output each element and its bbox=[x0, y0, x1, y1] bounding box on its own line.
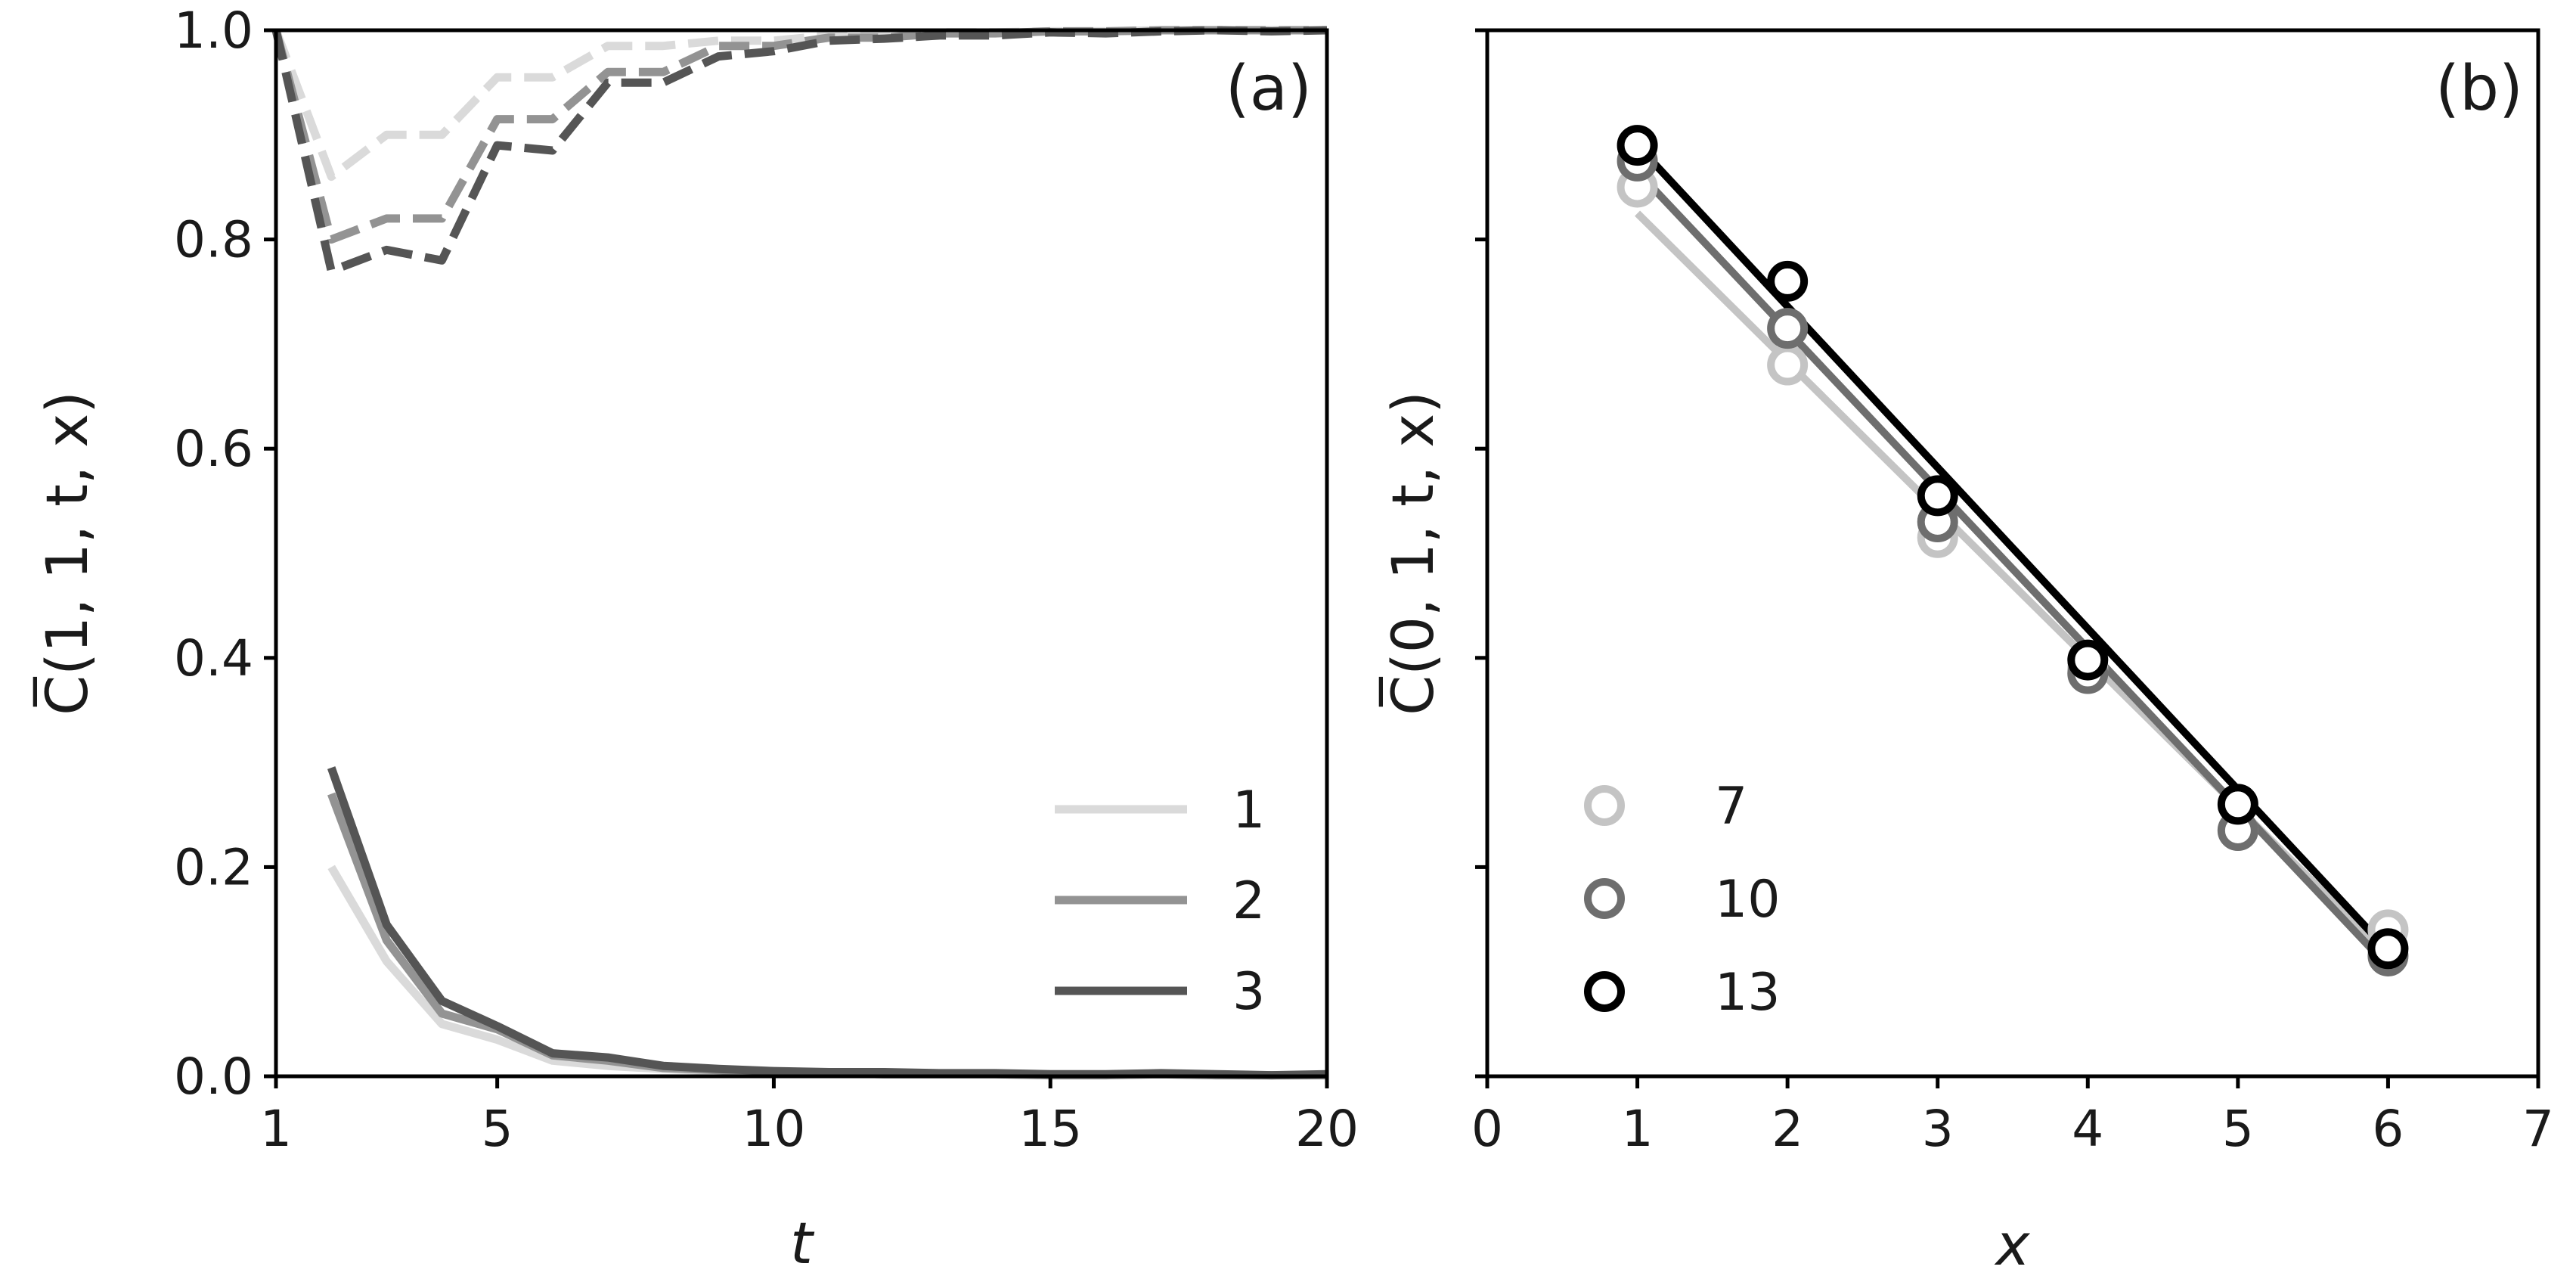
panel-a-x-tick-label-1: 5 bbox=[482, 1100, 513, 1158]
panel-b-point-13-5 bbox=[2367, 928, 2409, 970]
panel-b-point-13-0 bbox=[1617, 125, 1658, 166]
panel-b-plot-area: (b) bbox=[1485, 28, 2540, 1079]
panel-a-y-tick-label-2: 0.4 bbox=[174, 629, 253, 688]
panel-b-legend-label-1: 10 bbox=[1715, 870, 1781, 930]
panel-a-x-tick-label-4: 20 bbox=[1295, 1100, 1359, 1158]
panel-b-x-tick-label-6: 6 bbox=[2372, 1100, 2404, 1158]
panel-a-x-axis-label: t bbox=[790, 1209, 815, 1277]
panel-b-frame bbox=[1485, 28, 2540, 1079]
panel-b-legend-marker-2 bbox=[1584, 971, 1625, 1012]
panel-a-plot-area: (a) bbox=[271, 26, 1329, 1080]
panel-a-y-axis-label: C̅(1, 1, t, x) bbox=[32, 391, 101, 716]
panel-a: (a) 1 5 10 15 20 0.00.20.40.60.81.0 t C̅(1, … bbox=[32, 2, 1359, 1277]
panel-b-point-13-4 bbox=[2217, 784, 2258, 825]
panel-b-x-tick-label-1: 1 bbox=[1622, 1100, 1654, 1158]
panel-b-legend-marker-0 bbox=[1584, 785, 1625, 826]
panel-b-fit-line-10 bbox=[1634, 169, 2392, 970]
panel-b-legend-label-2: 13 bbox=[1715, 963, 1781, 1023]
panel-b-x-tick-label-0: 0 bbox=[1471, 1100, 1503, 1158]
panel-b-fit-line-13 bbox=[1634, 142, 2392, 954]
panel-a-y-tick-label-1: 0.2 bbox=[174, 838, 253, 896]
panel-a-legend-label-1: 2 bbox=[1232, 871, 1265, 931]
panel-b-x-tick-label-2: 2 bbox=[1772, 1100, 1803, 1158]
panel-b-point-13-2 bbox=[1917, 475, 1958, 517]
panel-b-legend-label-0: 7 bbox=[1715, 777, 1747, 837]
panel-b-y-ticks bbox=[1475, 28, 1487, 1079]
panel-b-x-axis-label: x bbox=[1995, 1211, 2031, 1278]
panel-a-legend-label-0: 1 bbox=[1232, 781, 1265, 840]
panel-b-fit-lines-group bbox=[1634, 142, 2392, 970]
panel-b-legend: 7 10 13 bbox=[1584, 777, 1781, 1023]
panel-a-x-tick-label-3: 15 bbox=[1018, 1100, 1082, 1158]
panel-b-x-tick-label-5: 5 bbox=[2222, 1100, 2254, 1158]
panel-a-y-tick-label-3: 0.6 bbox=[174, 420, 253, 478]
panel-a-x-ticks: 1 5 10 15 20 bbox=[260, 1076, 1359, 1158]
panel-b-legend-marker-1 bbox=[1584, 878, 1625, 919]
panel-b-x-tick-label-3: 3 bbox=[1922, 1100, 1954, 1158]
panel-a-series-dashed-3 bbox=[271, 26, 1327, 182]
panel-b-point-13-1 bbox=[1767, 260, 1809, 302]
panel-b-x-tick-label-7: 7 bbox=[2522, 1100, 2554, 1158]
panel-a-y-ticks: 0.0 0.2 0.4 0.6 0.8 1.0 bbox=[174, 2, 276, 1106]
panel-a-legend: 1 2 3 bbox=[1055, 781, 1265, 1022]
panel-a-tag: (a) bbox=[1226, 53, 1312, 125]
panel-b-y-axis-label: C̅(0, 1, t, x) bbox=[1378, 391, 1446, 716]
panel-a-legend-label-2: 3 bbox=[1232, 962, 1265, 1022]
panel-b-x-ticks: 0 1 2 3 4 5 6 7 bbox=[1471, 1076, 2554, 1158]
panel-b-x-tick-label-4: 4 bbox=[2072, 1100, 2103, 1158]
panel-a-y-tick-label-5: 1.0 bbox=[174, 2, 253, 60]
panel-a-x-tick-label-2: 10 bbox=[742, 1100, 805, 1158]
panel-a-series-solid-2 bbox=[327, 766, 1328, 1080]
panel-b-points-group bbox=[1617, 125, 2409, 976]
panel-a-y-tick-label-4: 0.8 bbox=[174, 211, 253, 269]
panel-b-point-13-3 bbox=[2067, 639, 2109, 681]
panel-a-x-tick-label-0: 1 bbox=[260, 1100, 292, 1158]
panel-b-point-7-1 bbox=[1767, 344, 1809, 386]
panel-a-y-tick-label-0: 0.0 bbox=[174, 1048, 253, 1106]
panel-a-frame bbox=[274, 28, 1329, 1079]
panel-b-tag: (b) bbox=[2435, 53, 2523, 125]
panel-b: (b) 0 1 2 3 4 5 6 7 x C̅(0, 1, t, x) 7 10 13 bbox=[1378, 28, 2554, 1278]
panel-b-point-10-1 bbox=[1767, 308, 1809, 349]
